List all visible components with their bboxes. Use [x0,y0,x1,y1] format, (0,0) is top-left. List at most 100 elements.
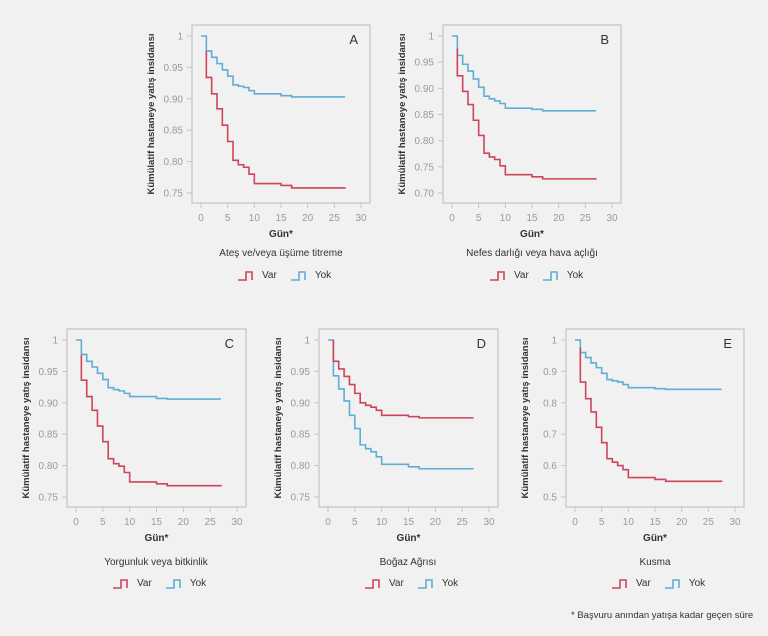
chart-c-legend: Var Yok [113,578,206,589]
y-tick-label: 0.75 [39,493,59,504]
chart-c-title: Yorgunluk veya bitkinlik [104,557,208,568]
legend-item-yok: Yok [664,578,706,589]
legend-label-yok: Yok [688,578,706,589]
panel-letter: B [600,32,609,47]
plot-frame [442,24,622,204]
legend-label-var: Var [389,578,404,589]
y-tick-label: 0.85 [39,430,59,441]
legend-item-var: Var [113,578,152,589]
x-axis-label: Gün* [269,229,293,240]
panel-letter: A [349,32,358,47]
x-tick-label: 20 [430,517,442,528]
x-tick-label: 30 [355,213,367,224]
x-axis-label: Gün* [145,533,169,544]
y-tick-label: 0.90 [164,94,184,105]
y-axis-label: Kümülatif hastaneye yatış insidansı [397,33,408,194]
y-axis-label: Kümülatif hastaneye yatış insidansı [146,33,157,194]
x-tick-label: 20 [676,517,688,528]
legend-label-var: Var [514,270,529,281]
legend-label-var: Var [262,270,277,281]
y-tick-label: 0.80 [415,136,435,147]
series-line-yok [328,339,474,470]
x-tick-label: 0 [572,517,578,528]
series-line-var [332,340,474,419]
y-axis-label: Kümülatif hastaneye yatış insidansı [21,337,32,498]
legend-item-yok: Yok [165,578,207,589]
var-step-icon [113,578,128,589]
series-line-var [80,355,222,487]
chart-a-legend: Var Yok [238,270,331,281]
series-line-yok [575,339,722,391]
yok-step-icon [165,578,181,589]
yok-step-icon [664,578,680,589]
chart-e-title: Kusma [639,557,671,568]
x-tick-label: 10 [376,517,388,528]
y-tick-label: 1 [52,336,58,347]
y-tick-label: 0.75 [291,493,311,504]
plot-frame [66,328,247,508]
x-tick-label: 0 [73,517,79,528]
series-line-yok [452,35,596,112]
x-tick-label: 0 [325,517,331,528]
var-step-icon [365,578,380,589]
x-tick-label: 10 [500,213,512,224]
y-tick-label: 1 [177,32,183,43]
chart-b-legend: Var Yok [490,270,583,281]
y-tick-label: 0.85 [291,430,311,441]
x-tick-label: 20 [302,213,314,224]
y-tick-label: 0.6 [543,461,557,472]
y-tick-label: 0.80 [291,461,311,472]
x-tick-label: 25 [329,213,341,224]
y-tick-label: 0.5 [543,493,557,504]
legend-item-yok: Yok [542,270,584,281]
y-tick-label: 0.70 [415,189,435,200]
plot-frame [318,328,499,508]
legend-item-var: Var [612,578,651,589]
plot-frame [191,24,371,204]
y-tick-label: 0.7 [543,430,557,441]
y-tick-label: 0.90 [415,84,435,95]
y-tick-label: 0.85 [164,126,184,137]
x-tick-label: 25 [457,517,469,528]
var-step-icon [612,578,627,589]
y-tick-label: 0.75 [164,189,184,200]
x-tick-label: 10 [623,517,635,528]
panel-letter: E [723,336,732,351]
x-tick-label: 15 [526,213,538,224]
y-tick-label: 1 [551,336,557,347]
x-tick-label: 0 [198,213,204,224]
x-tick-label: 30 [606,213,618,224]
legend-label-yok: Yok [189,578,207,589]
x-tick-label: 15 [151,517,163,528]
y-tick-label: 0.95 [39,367,59,378]
var-step-icon [238,270,253,281]
x-tick-label: 25 [205,517,217,528]
x-tick-label: 30 [483,517,495,528]
x-tick-label: 5 [352,517,358,528]
plot-frame [565,328,745,508]
chart-d-title: Boğaz Ağrısı [379,557,437,568]
x-tick-label: 10 [124,517,136,528]
legend-label-yok: Yok [566,270,584,281]
legend-label-var: Var [636,578,651,589]
yok-step-icon [417,578,433,589]
legend-item-var: Var [490,270,529,281]
footnote: * Başvuru anından yatışa kadar geçen sür… [571,610,754,621]
y-tick-label: 1 [304,336,310,347]
y-tick-label: 0.90 [39,398,59,409]
x-axis-label: Gün* [520,229,544,240]
legend-label-var: Var [137,578,152,589]
panel-letter: D [477,336,486,351]
x-tick-label: 5 [476,213,482,224]
x-tick-label: 25 [580,213,592,224]
x-tick-label: 0 [449,213,455,224]
panel-letter: C [225,336,234,351]
x-tick-label: 10 [249,213,261,224]
y-axis-label: Kümülatif hastaneye yatış insidansı [520,337,531,498]
x-axis-label: Gün* [397,533,421,544]
x-tick-label: 30 [729,517,741,528]
